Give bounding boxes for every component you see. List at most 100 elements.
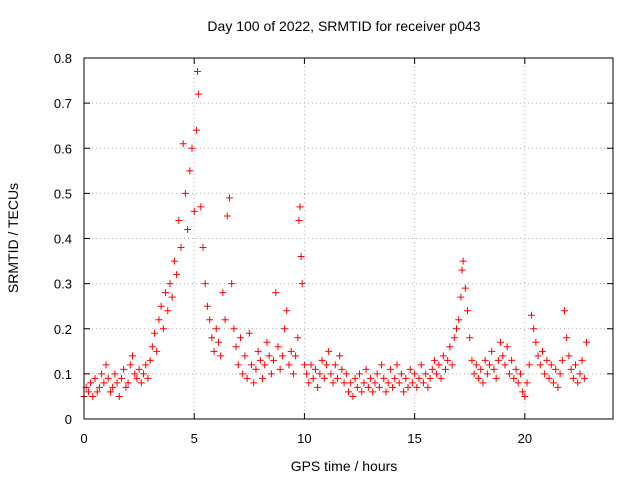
data-point xyxy=(371,379,379,387)
data-point xyxy=(295,216,303,224)
data-point xyxy=(397,370,405,378)
data-point xyxy=(228,280,236,288)
data-point xyxy=(210,347,218,355)
data-point xyxy=(457,293,465,301)
x-tick-label: 0 xyxy=(80,431,87,446)
data-point xyxy=(505,370,513,378)
data-point xyxy=(413,383,421,391)
data-point xyxy=(402,374,410,382)
data-point xyxy=(259,374,267,382)
data-point xyxy=(458,266,466,274)
data-point xyxy=(270,356,278,364)
data-point xyxy=(424,383,432,391)
data-point xyxy=(140,370,148,378)
data-point xyxy=(444,356,452,364)
data-point xyxy=(239,370,247,378)
data-point xyxy=(362,365,370,373)
data-point xyxy=(168,293,176,301)
data-point xyxy=(327,370,335,378)
y-axis-label: SRMTID / TECUs xyxy=(5,183,21,293)
data-point xyxy=(331,361,339,369)
data-point xyxy=(113,379,121,387)
data-point xyxy=(461,284,469,292)
data-point xyxy=(170,257,178,265)
data-point xyxy=(250,379,258,387)
x-tick-label: 5 xyxy=(191,431,198,446)
data-point xyxy=(510,374,518,382)
data-point xyxy=(164,307,172,315)
data-point xyxy=(569,374,577,382)
data-point xyxy=(380,374,388,382)
data-point xyxy=(214,338,222,346)
data-point xyxy=(459,257,467,265)
data-point xyxy=(419,379,427,387)
data-point xyxy=(521,392,529,400)
data-point xyxy=(538,347,546,355)
data-point xyxy=(336,352,344,360)
data-point xyxy=(192,126,200,134)
data-point xyxy=(391,374,399,382)
data-point xyxy=(272,289,280,297)
data-point xyxy=(175,216,183,224)
data-point xyxy=(179,140,187,148)
data-point xyxy=(89,392,97,400)
data-point xyxy=(297,253,305,261)
data-point xyxy=(464,307,472,315)
data-point xyxy=(245,329,253,337)
data-point xyxy=(287,347,295,355)
data-point xyxy=(378,361,386,369)
data-point xyxy=(199,244,207,252)
data-point xyxy=(265,352,273,360)
data-point xyxy=(545,374,553,382)
axis-ticks: 0 0.1 0.2 0.3 0.4 0.5 0.6 0.7 0.8 0 5 10 15 20 xyxy=(54,51,613,446)
data-point xyxy=(514,379,522,387)
data-point xyxy=(91,374,99,382)
data-point xyxy=(516,370,524,378)
plot-frame xyxy=(83,57,614,420)
data-point xyxy=(278,352,286,360)
data-point xyxy=(395,379,403,387)
data-point xyxy=(373,370,381,378)
data-point xyxy=(195,90,203,98)
data-point xyxy=(292,352,300,360)
data-point xyxy=(254,347,262,355)
data-point xyxy=(131,370,139,378)
data-point xyxy=(256,356,264,364)
data-point xyxy=(93,388,101,396)
data-points xyxy=(80,68,591,400)
data-point xyxy=(446,343,454,351)
data-point xyxy=(572,361,580,369)
data-point xyxy=(472,361,480,369)
data-point xyxy=(448,361,456,369)
data-point xyxy=(153,347,161,355)
data-point xyxy=(208,334,216,342)
data-point xyxy=(384,379,392,387)
data-point xyxy=(137,379,145,387)
data-point xyxy=(561,307,569,315)
data-point xyxy=(353,383,361,391)
data-point xyxy=(519,388,527,396)
data-point xyxy=(232,343,240,351)
data-point xyxy=(166,280,174,288)
data-point xyxy=(364,383,372,391)
data-point xyxy=(162,289,170,297)
data-point xyxy=(450,334,458,342)
data-point xyxy=(203,302,211,310)
data-point xyxy=(124,379,132,387)
data-point xyxy=(488,347,496,355)
x-tick-label: 15 xyxy=(407,431,421,446)
data-point xyxy=(408,379,416,387)
y-tick-label: 0 xyxy=(65,412,72,427)
data-point xyxy=(146,356,154,364)
data-point xyxy=(267,370,275,378)
data-point xyxy=(578,356,586,364)
data-point xyxy=(508,356,516,364)
data-point xyxy=(109,383,117,391)
y-tick-label: 0.5 xyxy=(54,186,72,201)
data-point xyxy=(549,379,557,387)
data-point xyxy=(201,280,209,288)
data-point xyxy=(527,311,535,319)
data-point xyxy=(263,338,271,346)
data-point xyxy=(497,338,505,346)
data-point xyxy=(194,68,202,76)
